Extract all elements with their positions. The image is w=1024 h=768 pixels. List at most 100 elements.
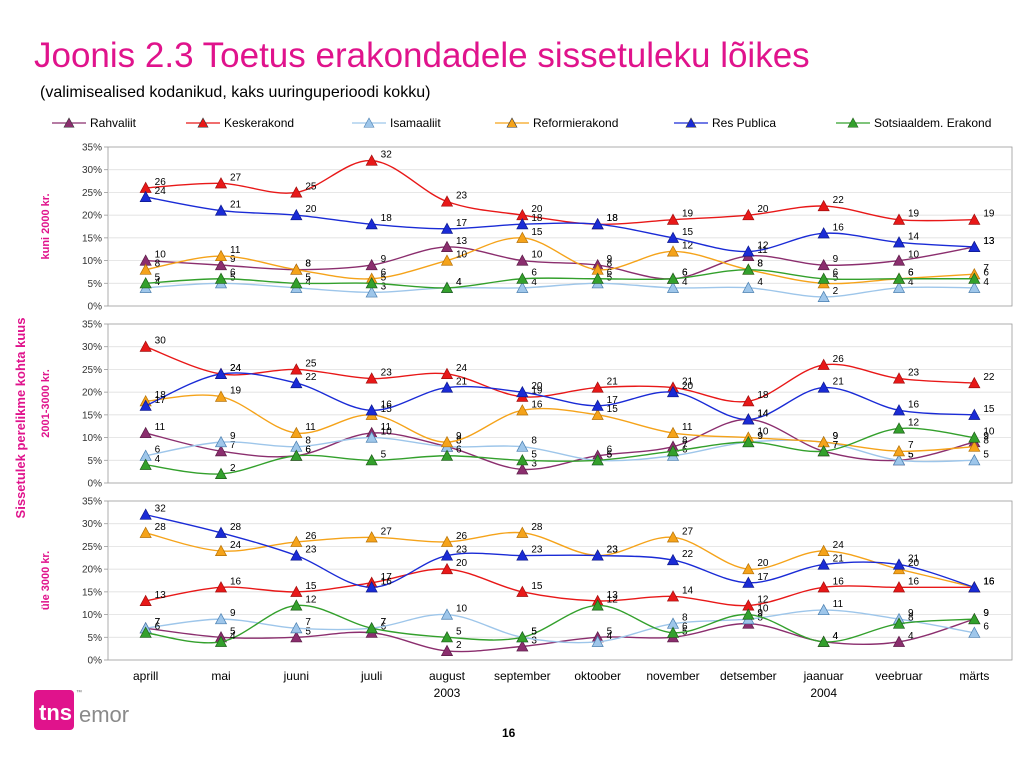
data-point [365,286,378,298]
data-point [440,240,454,252]
series: 32 28 23 16 23 23 23 22 17 21 21 16 [139,504,995,593]
data-label: 26 [456,531,468,542]
data-point [516,585,529,597]
data-label: 3 [531,458,537,469]
data-label: 16 [833,576,845,587]
data-label: 21 [456,377,468,388]
series: 30 24 25 23 24 19 21 21 18 26 23 22 [139,336,995,407]
data-label: 9 [456,431,462,442]
data-point [214,258,228,271]
y-tick-label: 25% [82,365,102,376]
data-point [440,222,454,234]
data-label: 8 [607,259,613,270]
data-label: 13 [983,236,995,247]
data-label: 16 [381,576,393,587]
data-label: 4 [230,631,236,642]
data-label: 28 [230,522,242,533]
data-point [139,458,152,470]
data-label: 4 [456,277,462,288]
data-label: 6 [155,445,161,456]
data-label: 8 [531,436,537,447]
data-label: 10 [155,250,167,261]
data-point [817,227,830,239]
data-point [968,376,981,389]
x-tick-label: 2003 [434,686,461,700]
series-line [145,531,975,588]
y-tick-label: 35% [82,497,102,508]
y-tick-label: 30% [82,342,102,353]
data-label: 9 [230,431,236,442]
data-label: 13 [983,236,995,247]
data-point [968,213,981,225]
data-label: 23 [607,545,619,556]
x-tick-label: august [429,669,466,683]
data-label: 5 [230,626,236,637]
y-tick-label: 30% [82,165,102,176]
x-axis: aprill mai juuni juuli august 2003 september ok… [133,669,989,700]
data-label: 6 [305,445,311,456]
data-point [139,340,152,352]
y-tick-label: 10% [82,610,102,621]
data-label: 12 [757,594,769,605]
data-label: 13 [456,236,468,247]
data-label: 23 [305,545,317,556]
legend-label: Res Publica [712,116,776,130]
data-point [214,635,228,647]
data-point [290,621,303,634]
data-label: 9 [757,608,763,619]
data-label: 23 [607,545,619,556]
data-label: 11 [230,245,241,256]
data-label: 15 [682,227,694,238]
data-point [440,549,454,561]
data-label: 27 [682,526,694,537]
data-label: 4 [682,277,688,288]
data-label: 9 [983,608,989,619]
data-label: 2 [456,640,462,651]
series-line [145,196,975,253]
series: 13 16 15 17 20 15 13 14 12 16 16 16 [139,558,995,611]
data-label: 24 [833,540,845,551]
data-label: 16 [983,576,995,587]
data-point [591,272,604,284]
data-point [742,208,755,221]
x-tick-label: detsember [720,669,777,683]
data-point [892,236,906,248]
data-label: 19 [230,386,242,397]
data-point [892,581,906,593]
data-label: 8 [757,259,763,270]
data-label: 19 [983,209,995,220]
data-label: 12 [305,594,317,605]
data-label: 21 [833,377,845,388]
data-point [892,254,906,266]
legend-label: Reformierakond [533,116,618,130]
data-label: 20 [908,558,920,569]
data-label: 8 [908,613,914,624]
data-point [290,599,303,611]
data-label: 5 [305,626,311,637]
data-label: 22 [682,549,694,560]
data-point [214,390,228,402]
data-point [139,508,152,520]
data-label: 25 [305,181,317,192]
y-tick-label: 25% [82,188,102,199]
data-label: 7 [983,263,989,274]
panel-label: kuni 2000 kr. [40,193,52,259]
data-point [365,621,378,634]
data-point [290,549,303,561]
data-label: 15 [531,227,543,238]
data-label: 20 [757,558,769,569]
data-point [591,381,604,393]
data-label: 9 [757,431,763,442]
data-label: 4 [908,277,914,288]
data-point [666,385,680,398]
data-label: 11 [155,422,166,433]
data-label: 23 [456,191,468,202]
x-tick-label: september [494,669,551,683]
data-label: 16 [381,399,393,410]
data-point [214,444,228,457]
data-label: 11 [381,422,392,433]
legend-label: Rahvaliit [90,116,137,130]
data-label: 16 [908,576,920,587]
data-point [440,608,454,620]
